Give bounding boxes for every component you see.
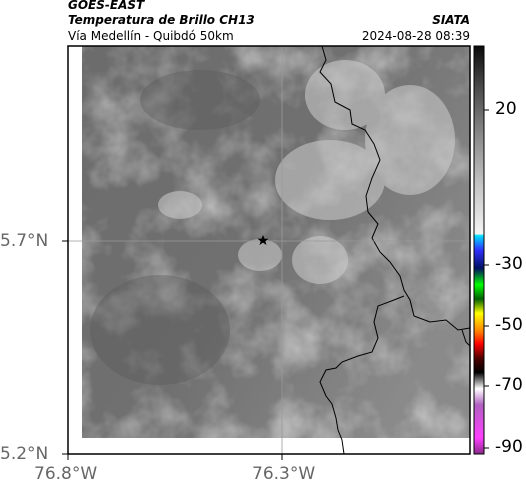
region-label: Vía Medellín - Quibdó 50km <box>68 29 234 43</box>
boundary-line <box>319 46 470 331</box>
map-frame <box>67 45 471 455</box>
boundary-line <box>319 295 405 454</box>
colorbar-tick-label: -70 <box>495 375 523 395</box>
boundary-line <box>461 329 470 347</box>
colorbar-tick-label: -50 <box>495 315 523 335</box>
star-icon <box>257 235 269 245</box>
colorbar-tick-label: -30 <box>495 254 523 274</box>
lon-tick-label: 76.3°W <box>252 464 316 484</box>
satellite-name: GOES-EAST <box>68 0 145 12</box>
colorbar-tick-label: -90 <box>495 437 523 457</box>
lon-tick-label: 76.8°W <box>34 464 98 484</box>
timestamp: 2024-08-28 08:39 <box>361 29 470 43</box>
lat-tick-label: 5.7°N <box>0 231 49 251</box>
org-label: SIATA <box>432 13 470 27</box>
product-title: Temperatura de Brillo CH13 <box>68 13 255 27</box>
lat-tick-label: 5.2°N <box>0 444 49 464</box>
colorbar <box>473 45 485 455</box>
colorbar-tick-label: 20 <box>495 99 517 119</box>
